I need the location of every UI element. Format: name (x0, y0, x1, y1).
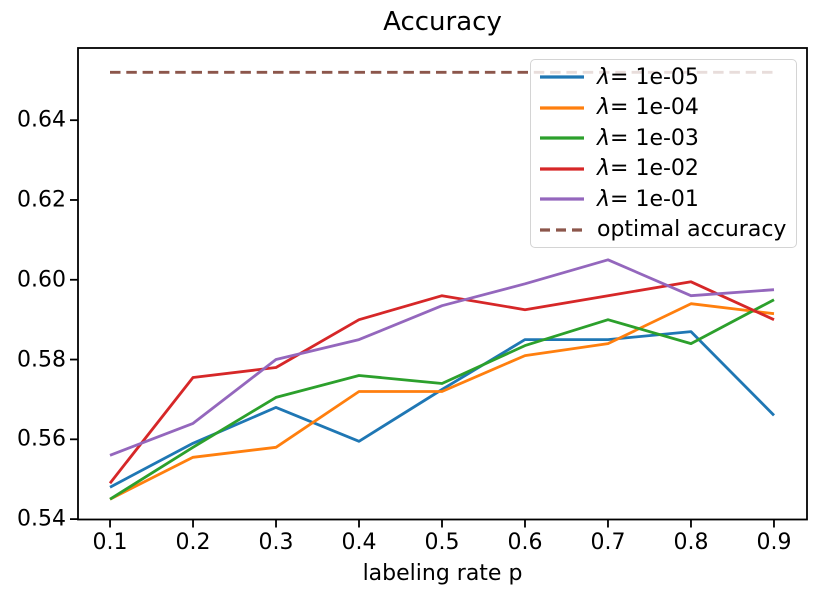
legend-label: λ= 1e-02 (597, 156, 699, 182)
legend-label: optimal accuracy (597, 217, 787, 243)
legend-line-sample (540, 106, 584, 110)
legend-label: λ= 1e-01 (597, 186, 699, 212)
x-tick-label: 0.3 (258, 530, 294, 555)
y-tick-label: 0.60 (17, 267, 66, 293)
x-tick-label: 0.7 (590, 530, 626, 555)
series-line-3 (108, 280, 775, 485)
legend-item-4: λ= 1e-01 (531, 184, 796, 214)
legend-line-sample (540, 197, 584, 201)
legend-line-sample (540, 227, 584, 232)
y-tick-label: 0.64 (17, 107, 66, 133)
x-tick-label: 0.4 (341, 530, 377, 555)
x-tick-label: 0.8 (673, 530, 709, 555)
chart-title: Accuracy (383, 7, 502, 37)
legend-label: λ= 1e-05 (597, 64, 699, 90)
series-line-2 (109, 298, 775, 501)
legend-line-sample (540, 75, 584, 80)
legend-label: λ= 1e-03 (597, 125, 699, 151)
series-line-4 (109, 258, 775, 457)
y-tick-label: 0.54 (17, 506, 66, 532)
y-tick-label: 0.62 (17, 187, 66, 213)
x-axis-label: labeling rate p (362, 561, 523, 586)
x-tick-label: 0.6 (507, 530, 543, 555)
y-tick-label: 0.56 (17, 426, 66, 452)
x-tick-label: 0.2 (175, 530, 211, 555)
legend-item-1: λ= 1e-04 (531, 93, 796, 123)
legend-item-2: λ= 1e-03 (531, 123, 796, 153)
legend-item-0: λ= 1e-05 (531, 62, 796, 92)
x-tick-label: 0.5 (424, 530, 460, 555)
legend-line-sample (540, 136, 584, 140)
legend: λ= 1e-05 λ= 1e-04 λ= 1e-03 λ= 1e-02 λ= 1e-01… (530, 59, 797, 248)
legend-item-3: λ= 1e-02 (531, 154, 796, 184)
legend-line-sample (540, 167, 584, 171)
y-tick-label: 0.58 (17, 347, 66, 373)
x-tick-label: 0.9 (756, 530, 792, 555)
x-tick-label: 0.1 (92, 530, 128, 555)
series-line-1 (109, 302, 775, 501)
legend-label: λ= 1e-04 (597, 95, 699, 121)
legend-item-5: optimal accuracy (531, 215, 796, 245)
